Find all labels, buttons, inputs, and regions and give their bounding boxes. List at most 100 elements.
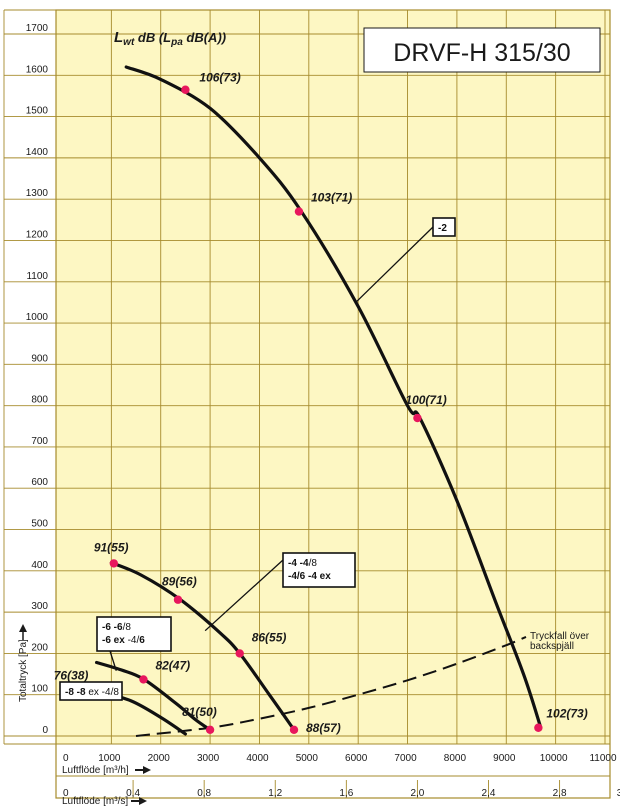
operating-point-label: 88(57): [306, 721, 341, 735]
y-tick-label: 800: [31, 395, 48, 406]
chart-title: DRVF-H 315/30: [393, 39, 570, 67]
y-axis-label: Totaltryck [Pa]: [18, 639, 29, 702]
y-tick-label: 100: [31, 684, 48, 695]
subtitle-part: pa: [170, 37, 183, 48]
subtitle-part: dB (L: [134, 30, 171, 45]
legend-box-label-part: -6 ex: [102, 635, 125, 646]
operating-point: [534, 723, 543, 732]
x-tick-label-m3h: 10000: [540, 753, 568, 764]
x-tick-label-m3s: 2,4: [482, 788, 496, 799]
x-tick-label-m3h: 0: [63, 753, 69, 764]
x-tick-label-m3h: 2000: [148, 753, 171, 764]
legend-box-label-part: -8 -8: [65, 687, 86, 698]
y-tick-label: 1000: [26, 312, 49, 323]
grid-lines: [3, 9, 611, 799]
x-axis-arrow-m3s: [139, 797, 147, 805]
legend-box-label: -8 -8 ex -4/8: [65, 687, 119, 698]
operating-point-label: 76(38): [54, 668, 89, 682]
y-tick-label: 200: [31, 642, 48, 653]
operating-point: [294, 207, 304, 216]
y-tick-label: 700: [31, 436, 48, 447]
y-tick-label: 1300: [26, 188, 49, 199]
legend-box-label-part: -2: [438, 223, 447, 234]
operating-point-label: 103(71): [311, 191, 352, 205]
legend-box-label: -4 -4/8: [288, 558, 317, 569]
subtitle-part: wt: [123, 37, 135, 48]
y-tick-label: 1400: [26, 147, 49, 158]
x-axis-label-m3s: Luftflöde [m³/s]: [62, 796, 128, 807]
y-tick-label: 1600: [26, 64, 49, 75]
x-tick-label-m3s: 1,2: [268, 788, 282, 799]
legend-box: [282, 552, 356, 588]
y-tick-label: 600: [31, 477, 48, 488]
operating-point: [109, 559, 119, 568]
x-tick-label-m3h: 8000: [444, 753, 467, 764]
plot-frame: [55, 9, 611, 799]
x-tick-label-m3h: 11000: [589, 753, 617, 764]
legend-leader-line: [204, 559, 284, 632]
legend-box-label-part: ex -4/8: [86, 687, 120, 698]
reference-curve-backdraft-damper: [135, 635, 527, 737]
subtitle-part: dB(A)): [183, 30, 226, 45]
x-tick-label-m3s: 2,8: [553, 788, 567, 799]
reference-curve-label: Tryckfall över: [530, 631, 590, 642]
x-tick-label-m3h: 6000: [345, 753, 368, 764]
y-tick-label: 1700: [26, 23, 49, 34]
legend-box-label: -2: [438, 223, 447, 234]
x-tick-label-m3s: 1,6: [339, 788, 353, 799]
x-tick-label-m3s: 0: [63, 788, 69, 799]
x-tick-labels: 0 1000 2000 3000 4000 5000 6000 7000 8000 9000 100…: [63, 753, 620, 799]
x-axis-arrow-m3h-shaft: [135, 769, 143, 771]
legend-box-label-part: -4/: [125, 635, 140, 646]
x-tick-label-m3s: 2,0: [410, 788, 424, 799]
legend-boxes: -2 -4 -4/8 -4/6 -4 ex -6 -6/8 -6 ex -4/6 -8 -…: [59, 217, 456, 701]
legend-box-label-part: -4 -4: [288, 558, 309, 569]
x-tick-label-m3h: 9000: [493, 753, 516, 764]
x-tick-label-m3s: 0,8: [197, 788, 211, 799]
y-tick-label: 400: [31, 560, 48, 571]
operating-point-label: 86(55): [252, 630, 287, 644]
y-tick-labels: 0 100 200 300 400 500 600 700 800 900 1000 1100 1200…: [26, 23, 49, 736]
legend-box-label-part: /8: [309, 558, 318, 569]
operating-point: [289, 725, 299, 735]
legend-box: [59, 681, 123, 701]
y-tick-label: 900: [31, 353, 48, 364]
legend-box-label: -6 ex -4/6: [102, 635, 145, 646]
legend-box-label-part: 6: [139, 635, 145, 646]
legend-box-label-part: /8: [123, 622, 132, 633]
operating-point-label: 81(50): [182, 705, 217, 719]
legend-box-label-part: -4/6 -4 ex: [288, 571, 331, 582]
y-tick-label: 500: [31, 519, 48, 530]
operating-point: [139, 675, 148, 684]
legend-leader-line: [355, 226, 434, 303]
legend-box: [432, 217, 456, 237]
x-tick-label-m3s: 3,2: [617, 788, 620, 799]
x-tick-label-m3h: 3000: [197, 753, 220, 764]
fan-curve-series-1: [124, 65, 543, 730]
operating-point-label: 91(55): [94, 540, 129, 554]
operating-point: [413, 413, 422, 423]
chart-subtitle: Lwt dB (Lpa dB(A)): [114, 29, 226, 48]
x-axis-arrow-m3h: [143, 766, 151, 774]
fan-curve-series-2: [109, 561, 296, 732]
legend-box: [96, 616, 172, 652]
operating-point-label: 106(73): [199, 71, 240, 85]
operating-point-label: 100(71): [405, 393, 446, 407]
x-tick-label-m3h: 7000: [394, 753, 417, 764]
x-tick-label-m3s: 0,4: [126, 788, 140, 799]
x-tick-label-m3h: 1000: [98, 753, 121, 764]
fan-curve-series-3: [95, 660, 212, 732]
legend-box-label-part: -6 -6: [102, 622, 123, 633]
subtitle-part: L: [114, 29, 123, 46]
operating-point: [173, 595, 183, 604]
y-tick-label: 0: [42, 725, 48, 736]
operating-point: [205, 725, 215, 735]
y-tick-label: 1100: [26, 271, 48, 282]
y-tick-label: 1500: [26, 106, 49, 117]
x-axis-arrow-m3s-shaft: [131, 800, 139, 802]
operating-point-label: 82(47): [155, 658, 190, 672]
operating-point-label: 89(56): [162, 575, 197, 589]
y-tick-label: 300: [31, 601, 48, 612]
